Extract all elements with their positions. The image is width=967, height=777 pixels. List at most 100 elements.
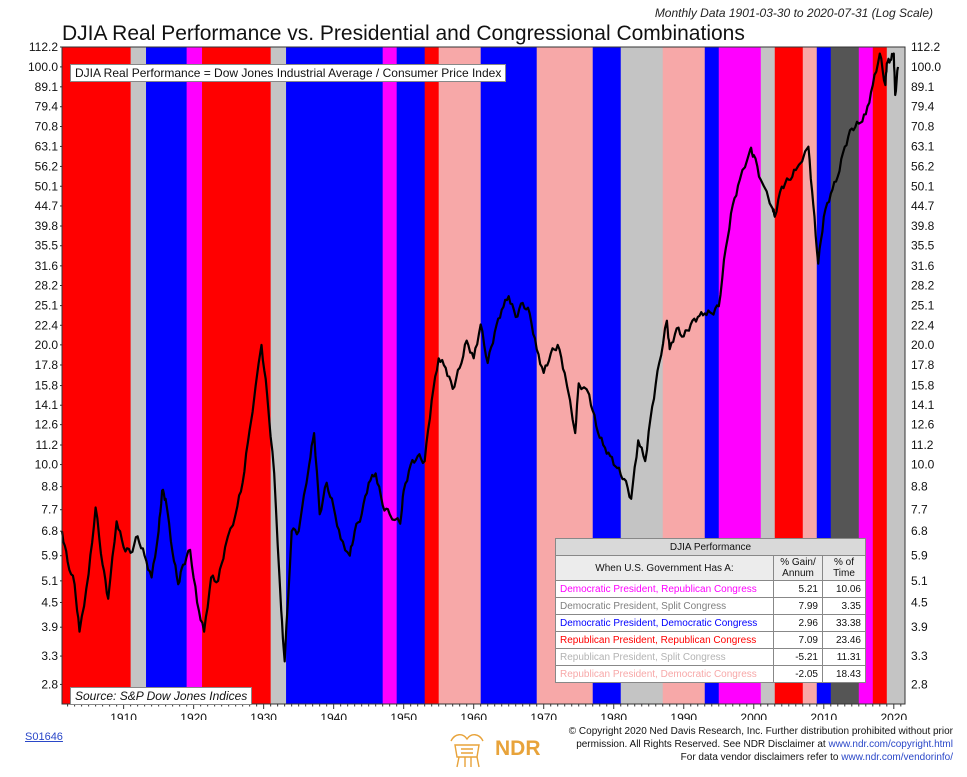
y-tick-label-right: 7.7	[911, 503, 928, 517]
y-tick-label-left: 12.6	[35, 418, 59, 432]
x-tick-label: 1970	[530, 711, 557, 720]
chart-subtitle: Monthly Data 1901-03-30 to 2020-07-31 (L…	[654, 6, 933, 20]
table-row-gain: 7.99	[773, 597, 823, 615]
y-tick-label-left: 17.8	[35, 358, 59, 372]
y-tick-label-right: 2.8	[911, 677, 928, 691]
y-tick-label-left: 39.8	[35, 219, 59, 233]
y-tick-label-left: 14.1	[35, 398, 59, 412]
y-tick-label-left: 10.0	[35, 458, 59, 472]
copyright-link[interactable]: www.ndr.com/copyright.html	[828, 739, 954, 750]
y-tick-label-left: 11.2	[36, 438, 59, 452]
y-tick-label-left: 50.1	[35, 179, 59, 193]
x-tick-label: 1920	[180, 711, 207, 720]
x-tick-label: 1980	[600, 711, 627, 720]
regime-band	[146, 47, 188, 704]
table-row: Republican President, Democratic Congres…	[555, 665, 866, 683]
table-row: Democratic President, Split Congress 7.99…	[555, 597, 866, 615]
performance-table: DJIA Performance When U.S. Government Ha…	[555, 538, 866, 683]
y-tick-label-left: 20.0	[35, 338, 59, 352]
y-tick-label-right: 3.3	[911, 649, 928, 663]
y-tick-label-right: 5.9	[911, 549, 928, 563]
table-row-time: 11.31	[822, 648, 866, 666]
logo-text: NDR	[495, 737, 541, 760]
table-row-label: Democratic President, Republican Congres…	[555, 580, 774, 598]
chart-title: DJIA Real Performance vs. Presidential a…	[62, 22, 745, 45]
table-row-label: Democratic President, Democratic Congres…	[555, 614, 774, 632]
table-row: Democratic President, Republican Congres…	[555, 580, 866, 598]
table-row-gain: 7.09	[773, 631, 823, 649]
regime-band	[130, 47, 147, 704]
copyright-line-2: permission. All Rights Reserved. See NDR…	[576, 739, 829, 750]
source-note: Source: S&P Dow Jones Indices	[70, 687, 253, 705]
y-tick-label-right: 35.5	[911, 239, 935, 253]
x-tick-label: 1960	[460, 711, 487, 720]
y-tick-label-left: 25.1	[35, 299, 59, 313]
table-row-time: 33.38	[822, 614, 866, 632]
definition-note: DJIA Real Performance = Dow Jones Indust…	[70, 64, 507, 82]
regime-band	[286, 47, 384, 704]
y-tick-label-left: 3.3	[41, 649, 58, 663]
y-tick-label-left: 56.2	[35, 159, 59, 173]
x-tick-label: 2020	[880, 711, 907, 720]
table-row-label: Republican President, Democratic Congres…	[555, 665, 774, 683]
x-tick-label: 2010	[810, 711, 837, 720]
regime-band	[886, 47, 906, 704]
regime-band	[480, 47, 538, 704]
table-row-label: Republican President, Split Congress	[555, 648, 774, 666]
y-tick-label-right: 3.9	[911, 620, 928, 634]
y-tick-label-left: 5.9	[41, 549, 58, 563]
table-row: Republican President, Split Congress -5.2…	[555, 648, 866, 666]
table-header-gain: % Gain/ Annum	[773, 555, 823, 581]
y-tick-label-right: 56.2	[911, 159, 935, 173]
y-tick-label-right: 17.8	[911, 358, 935, 372]
regime-band	[872, 47, 888, 704]
y-tick-label-right: 31.6	[911, 259, 935, 273]
y-axis-right: 112.2 100.0 89.1 79.4 70.8 63.1 56.2 50.1 44.7 39…	[911, 40, 941, 691]
y-tick-label-left: 28.2	[35, 279, 59, 293]
y-tick-label-right: 39.8	[911, 219, 935, 233]
y-tick-label-left: 6.8	[41, 524, 58, 538]
regime-band	[382, 47, 398, 704]
y-tick-label-right: 15.8	[911, 379, 935, 393]
y-tick-label-right: 11.2	[911, 438, 934, 452]
table-row: Republican President, Republican Congres…	[555, 631, 866, 649]
y-tick-label-left: 3.9	[41, 620, 58, 634]
y-axis-left: 112.2 100.0 89.1 79.4 70.8 63.1 56.2 50.1 44.7 39…	[28, 40, 62, 691]
table-row-gain: 2.96	[773, 614, 823, 632]
regime-band	[186, 47, 203, 704]
plot-frame	[61, 46, 906, 705]
table-row: Democratic President, Democratic Congres…	[555, 614, 866, 632]
y-tick-label-right: 5.1	[911, 574, 928, 588]
y-tick-label-right: 14.1	[911, 398, 935, 412]
regime-band	[62, 47, 132, 704]
y-tick-label-right: 70.8	[911, 120, 935, 134]
x-tick-label: 1940	[320, 711, 347, 720]
copyright-line-1: © Copyright 2020 Ned Davis Research, Inc…	[568, 726, 953, 737]
vendor-link[interactable]: www.ndr.com/vendorinfo/	[841, 752, 953, 763]
y-tick-label-left: 7.7	[41, 503, 58, 517]
regime-band	[270, 47, 287, 704]
x-tick-label: 1990	[670, 711, 697, 720]
y-tick-label-left: 22.4	[35, 318, 59, 332]
y-tick-label-left: 89.1	[35, 80, 59, 94]
y-tick-label-left: 31.6	[35, 259, 59, 273]
y-tick-label-right: 79.4	[911, 100, 935, 114]
vendor-line: For data vendor disclaimers refer to	[680, 752, 842, 763]
y-tick-label-left: 100.0	[28, 60, 58, 74]
y-tick-label-right: 25.1	[911, 299, 935, 313]
chart-code-link[interactable]: S01646	[25, 731, 63, 743]
table-row-time: 18.43	[822, 665, 866, 683]
regime-band	[396, 47, 426, 704]
y-tick-label-right: 10.0	[911, 458, 935, 472]
y-tick-label-left: 2.8	[41, 677, 58, 691]
y-tick-label-right: 8.8	[911, 480, 928, 494]
y-tick-label-right: 22.4	[911, 318, 935, 332]
table-row-gain: 5.21	[773, 580, 823, 598]
regime-band	[424, 47, 440, 704]
table-header-condition: When U.S. Government Has A:	[555, 555, 774, 581]
y-tick-label-right: 20.0	[911, 338, 935, 352]
table-row-time: 3.35	[822, 597, 866, 615]
djia-real-line	[60, 52, 900, 663]
table-body: Democratic President, Republican Congres…	[555, 580, 866, 683]
y-tick-label-left: 79.4	[35, 100, 59, 114]
